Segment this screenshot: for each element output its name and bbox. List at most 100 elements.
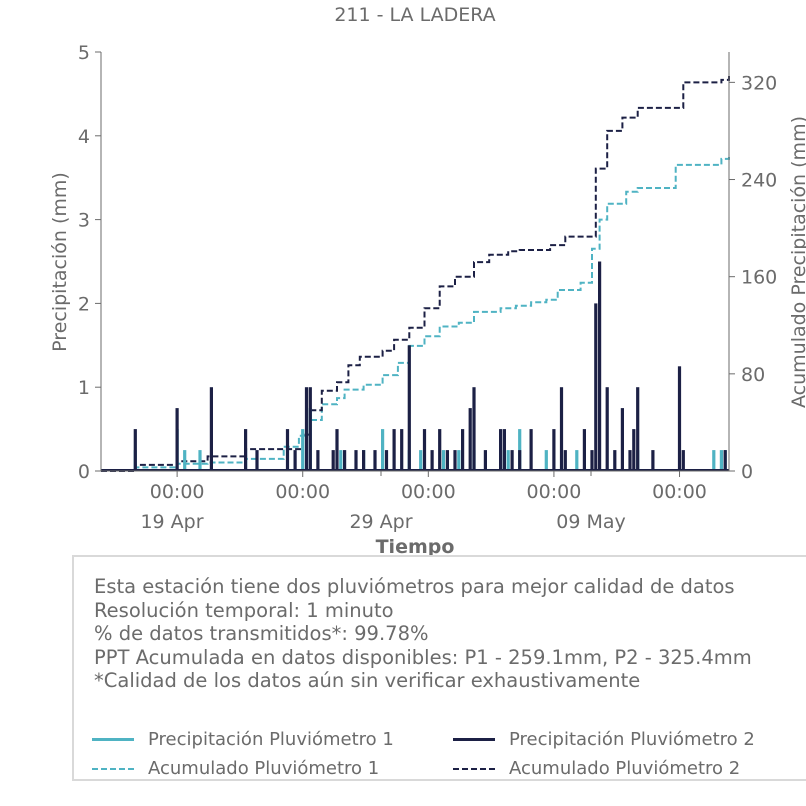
precip-bar-p2 <box>472 387 476 471</box>
precip-bar-p2 <box>502 429 506 471</box>
precip-bar-p2 <box>392 429 396 471</box>
precip-bar-p1 <box>301 429 305 471</box>
precip-bar-p1 <box>719 450 723 471</box>
precip-bar-p2 <box>613 450 617 471</box>
precip-bar-p2 <box>636 387 640 471</box>
legend-item-acc2: Acumulado Pluviómetro 2 <box>453 758 740 779</box>
precip-bar-p2 <box>582 429 586 471</box>
legend-label-p2: Precipitación Pluviómetro 2 <box>509 729 755 750</box>
precip-bar-p2 <box>552 429 556 471</box>
precip-bar-p2 <box>605 387 609 471</box>
legend-label-p1: Precipitación Pluviómetro 1 <box>148 729 394 750</box>
precip-bar-p2 <box>430 450 434 471</box>
precip-bar-p2 <box>244 429 248 471</box>
x-tick-label-date: 09 May <box>556 511 626 533</box>
info-line-quality: *Calidad de los datos aún sin verificar … <box>94 669 641 692</box>
y-tick-label-left: 3 <box>78 210 90 232</box>
precip-bar-p2 <box>407 345 411 471</box>
accumulated-line-2 <box>101 75 730 472</box>
precip-bar-p2 <box>510 450 514 471</box>
accumulated-line-1 <box>101 156 730 472</box>
y-tick-label-left: 2 <box>78 293 90 315</box>
y-tick-label-left: 0 <box>78 461 90 483</box>
legend-swatch-p1 <box>92 738 134 741</box>
precip-bar-p1 <box>712 450 716 471</box>
precipitation-chart: 211 - LA LADERA 0 1 2 3 4 5 0 80 160 240 320 00:00 0… <box>49 4 806 558</box>
precip-bar-p2 <box>335 429 339 471</box>
precip-bar-p2 <box>594 303 598 471</box>
info-line-stations: Esta estación tiene dos pluviómetros par… <box>94 575 735 598</box>
legend-item-acc1: Acumulado Pluviómetro 1 <box>92 758 379 779</box>
precip-bar-p2 <box>255 450 259 471</box>
precip-bar-p2 <box>304 387 309 471</box>
x-tick-label-date: 19 Apr <box>140 511 203 533</box>
precip-bar-p2 <box>293 450 297 471</box>
legend-label-acc1: Acumulado Pluviómetro 1 <box>148 758 380 779</box>
precip-bar-p2 <box>422 429 427 471</box>
y-tick-label-right: 80 <box>741 364 765 386</box>
y-tick-label-left: 4 <box>78 126 90 148</box>
precip-bar-p2 <box>461 429 465 471</box>
precip-bar-p2 <box>373 450 377 471</box>
precip-bar-p2 <box>384 450 389 471</box>
precip-bar-p2 <box>468 408 472 471</box>
y-tick-label-right: 320 <box>741 72 777 94</box>
y-tick-label-left: 5 <box>78 42 90 64</box>
legend-swatch-acc1 <box>92 767 134 770</box>
precip-bar-p2 <box>677 366 682 472</box>
y-axis-label-right: Acumulado Precipitación (mm) <box>788 116 806 408</box>
precip-bar-p2 <box>620 408 624 471</box>
precip-bar-p2 <box>175 408 179 471</box>
info-box: Esta estación tiene dos pluviómetros par… <box>72 555 806 781</box>
x-tick-label-time: 00:00 <box>150 481 205 503</box>
info-line-transmitted: % de datos transmitidos*: 99.78% <box>94 622 429 645</box>
precip-bar-p1 <box>506 450 510 471</box>
precip-bar-p2 <box>362 450 366 471</box>
y-tick-label-left: 1 <box>78 377 90 399</box>
legend: Precipitación Pluviómetro 1 Precipitació… <box>92 729 806 789</box>
y-tick-label-right: 160 <box>741 267 777 289</box>
precip-bar-p2 <box>723 450 727 471</box>
precip-bar-p1 <box>575 450 579 471</box>
precip-bar-p1 <box>198 450 202 471</box>
precip-bar-p2 <box>598 261 602 471</box>
precip-bar-p1 <box>381 429 385 471</box>
precip-bar-p2 <box>209 387 213 471</box>
precip-bar-p2 <box>285 429 290 471</box>
y-tick-label-right: 240 <box>741 170 777 192</box>
precip-bar-p2 <box>308 387 312 471</box>
precip-bar-p2 <box>343 450 347 471</box>
precip-bar-p1 <box>441 450 446 471</box>
precip-bar-p2 <box>529 429 533 471</box>
precip-bar-p2 <box>651 450 655 471</box>
x-tick-label-time: 00:00 <box>275 481 330 503</box>
x-tick-label-time: 00:00 <box>652 481 707 503</box>
legend-item-p1: Precipitación Pluviómetro 1 <box>92 729 394 750</box>
info-line-resolution: Resolución temporal: 1 minuto <box>94 598 394 622</box>
precip-bar-p1 <box>183 450 187 471</box>
precip-bar-p2 <box>354 450 358 471</box>
x-tick-label-time: 00:00 <box>401 481 456 503</box>
info-text: Esta estación tiene dos pluviómetros par… <box>94 575 752 693</box>
legend-swatch-acc2 <box>453 767 495 770</box>
precip-bar-p2 <box>483 450 487 471</box>
precip-bar-p1 <box>457 450 461 471</box>
precip-bar-p2 <box>681 450 685 471</box>
precip-bar-p1 <box>339 450 343 471</box>
y-tick-label-right: 0 <box>741 461 753 483</box>
precip-bar-p2 <box>331 450 335 471</box>
precip-bar-p2 <box>628 450 632 471</box>
legend-label-acc2: Acumulado Pluviómetro 2 <box>509 758 741 779</box>
precip-bar-p2 <box>632 429 636 471</box>
precip-bar-p2 <box>445 450 449 471</box>
precip-bar-p2 <box>590 450 594 471</box>
chart-title: 211 - LA LADERA <box>334 4 495 26</box>
precip-bar-p2 <box>400 429 404 471</box>
precip-bar-p1 <box>544 450 548 471</box>
precip-bar-p2 <box>518 450 522 471</box>
x-tick-label-date: 29 Apr <box>349 511 412 533</box>
y-axis-label-left: Precipitación (mm) <box>49 172 71 352</box>
precip-bar-p2 <box>133 429 137 471</box>
precip-bar-p2 <box>438 429 442 471</box>
precip-bar-p2 <box>316 450 320 471</box>
